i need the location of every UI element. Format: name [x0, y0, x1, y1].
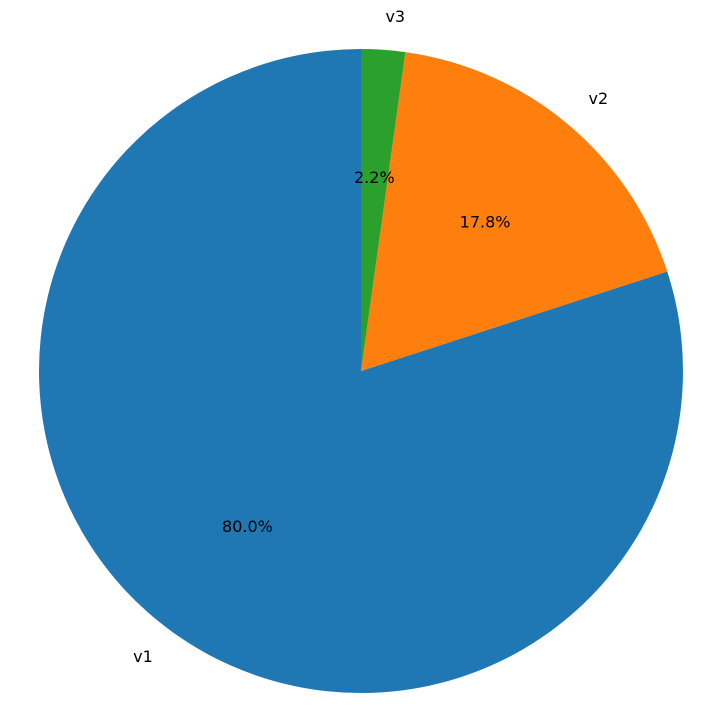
slice-label-v1: v1 [133, 647, 153, 666]
percent-label-v2: 17.8% [460, 212, 511, 231]
slice-label-v2: v2 [588, 89, 608, 108]
pie-slices [39, 49, 684, 693]
pie-labels: v1 80.0% v2 17.8% v3 2.2% [133, 7, 608, 666]
pie-slice-v2 [361, 52, 668, 372]
pie-slice-v3 [361, 49, 406, 371]
percent-label-v3: 2.2% [354, 168, 395, 187]
percent-label-v1: 80.0% [222, 517, 273, 536]
slice-label-v3: v3 [385, 7, 405, 26]
pie-slice-v1 [39, 49, 684, 693]
